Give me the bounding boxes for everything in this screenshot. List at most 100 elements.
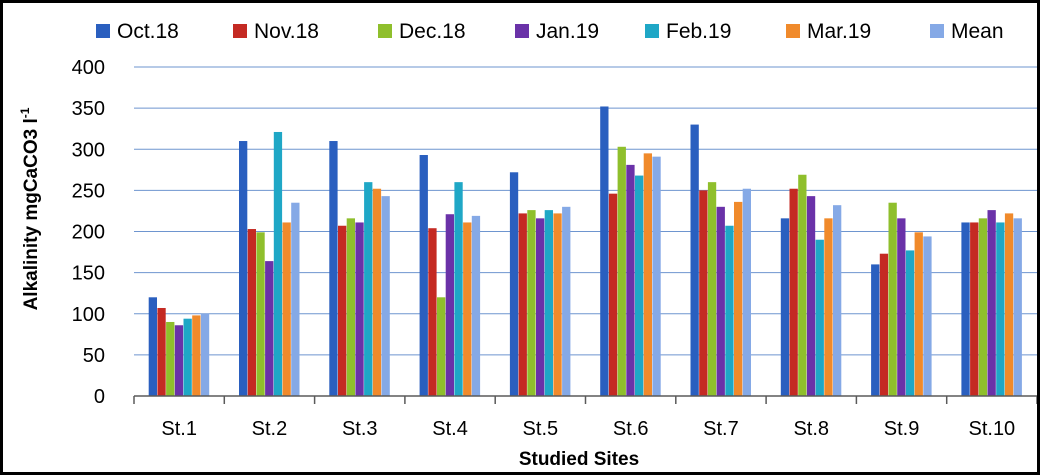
bar bbox=[454, 182, 463, 396]
legend-label: Mar.19 bbox=[807, 20, 871, 43]
bar bbox=[157, 307, 166, 396]
bar bbox=[1004, 213, 1014, 396]
bar bbox=[509, 172, 519, 396]
bar bbox=[996, 222, 1005, 396]
legend-item: Dec.18 bbox=[378, 20, 466, 43]
bar bbox=[338, 225, 347, 396]
bar bbox=[608, 193, 618, 396]
bar bbox=[553, 213, 562, 396]
bar bbox=[463, 222, 472, 396]
bar bbox=[200, 313, 210, 396]
bar bbox=[824, 218, 833, 396]
bar bbox=[265, 261, 274, 396]
y-tick-label: 250 bbox=[72, 180, 105, 202]
legend: Oct.18 Nov.18 Dec.18 Jan.19 Feb.19 Mar.19 Mean bbox=[96, 20, 1004, 43]
legend-swatch bbox=[786, 24, 800, 38]
legend-label: Nov.18 bbox=[254, 20, 319, 43]
y-axis-title-superscript: -1 bbox=[18, 107, 32, 118]
bar bbox=[346, 218, 355, 396]
bar bbox=[239, 141, 248, 396]
bar bbox=[923, 236, 932, 396]
bar bbox=[518, 213, 527, 396]
bar bbox=[699, 190, 708, 396]
legend-swatch bbox=[515, 24, 529, 38]
bar bbox=[806, 196, 816, 396]
bar bbox=[536, 218, 545, 396]
bar bbox=[879, 253, 889, 396]
bar bbox=[364, 182, 373, 396]
bar bbox=[652, 156, 661, 396]
y-tick-label: 300 bbox=[72, 139, 105, 161]
bar bbox=[174, 325, 184, 396]
bar bbox=[372, 188, 382, 396]
bar bbox=[166, 321, 175, 396]
x-axis-ticks: St.1 St.2 St.3 St.4 St.5 St.6 St.7 St.8 St.9 St.1… bbox=[161, 418, 1015, 440]
bar bbox=[544, 210, 553, 396]
bar bbox=[600, 106, 609, 396]
bar bbox=[626, 164, 635, 396]
bar bbox=[282, 222, 291, 396]
bar bbox=[291, 202, 300, 396]
bar bbox=[428, 228, 437, 396]
bar bbox=[355, 222, 364, 396]
bar bbox=[780, 218, 790, 396]
legend-label: Mean bbox=[951, 20, 1004, 43]
bar bbox=[798, 174, 807, 396]
x-tick-label: St.8 bbox=[793, 418, 829, 440]
bar bbox=[1013, 218, 1022, 396]
legend-swatch bbox=[930, 24, 944, 38]
x-tick-label: St.10 bbox=[968, 418, 1015, 440]
y-tick-label: 200 bbox=[72, 222, 105, 244]
legend-item: Mean bbox=[930, 20, 1004, 43]
x-tick-label: St.1 bbox=[161, 418, 197, 440]
bar bbox=[978, 218, 988, 396]
legend-label: Dec.18 bbox=[399, 20, 466, 43]
bar bbox=[419, 155, 428, 396]
bar bbox=[961, 222, 970, 396]
bar bbox=[273, 131, 283, 397]
bar bbox=[914, 232, 923, 396]
bar bbox=[690, 124, 699, 396]
bar bbox=[789, 188, 798, 396]
bar bbox=[643, 153, 652, 396]
bar bbox=[562, 206, 571, 396]
x-axis-title: Studied Sites bbox=[519, 449, 639, 470]
y-tick-label: 0 bbox=[94, 386, 105, 408]
legend-item: Oct.18 bbox=[96, 20, 179, 43]
bar bbox=[635, 175, 644, 396]
legend-item: Nov.18 bbox=[233, 20, 319, 43]
y-tick-label: 50 bbox=[83, 345, 105, 367]
x-tick-label: St.4 bbox=[432, 418, 468, 440]
legend-item: Feb.19 bbox=[645, 20, 731, 43]
bar bbox=[256, 232, 265, 396]
x-tick-label: St.2 bbox=[252, 418, 288, 440]
legend-swatch bbox=[96, 24, 110, 38]
x-axis bbox=[133, 395, 1037, 404]
y-tick-label: 350 bbox=[72, 98, 105, 120]
bar bbox=[148, 297, 157, 396]
bar bbox=[742, 188, 751, 396]
x-tick-label: St.3 bbox=[342, 418, 378, 440]
legend-swatch bbox=[645, 24, 659, 38]
legend-item: Jan.19 bbox=[515, 20, 599, 43]
x-tick-label: St.7 bbox=[703, 418, 739, 440]
y-tick-label: 400 bbox=[72, 57, 105, 79]
x-tick-label: St.9 bbox=[884, 418, 920, 440]
bar bbox=[833, 205, 842, 396]
y-axis-title: Alkalinity mgCaCO3 l-1 bbox=[18, 107, 42, 310]
legend-label: Oct.18 bbox=[117, 20, 179, 43]
bar bbox=[970, 222, 979, 396]
bar bbox=[381, 196, 390, 396]
x-tick-label: St.6 bbox=[613, 418, 649, 440]
legend-swatch bbox=[378, 24, 392, 38]
bars bbox=[148, 106, 1022, 397]
bar bbox=[707, 182, 717, 396]
bar bbox=[437, 297, 446, 396]
bar bbox=[734, 201, 743, 396]
bar bbox=[716, 206, 725, 396]
bar bbox=[871, 264, 880, 396]
bar bbox=[183, 318, 192, 396]
legend-swatch bbox=[233, 24, 247, 38]
